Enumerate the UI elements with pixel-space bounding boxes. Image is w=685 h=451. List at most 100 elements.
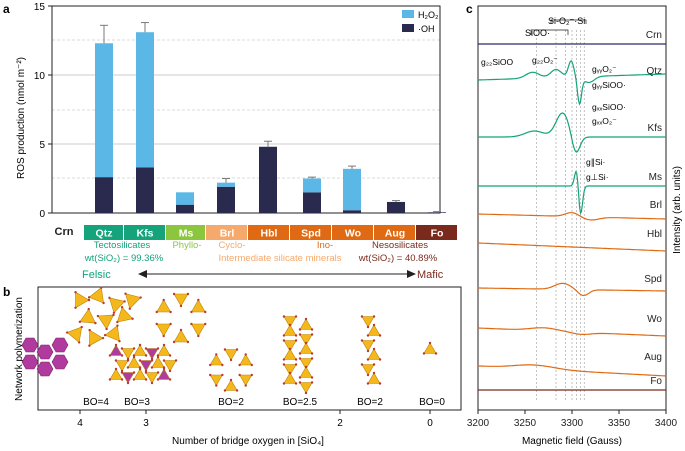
ring-tetrahedron [239, 374, 253, 387]
oxygen-atom [80, 325, 83, 329]
oxygen-atom [101, 336, 105, 340]
sheet-tetrahedron [157, 368, 171, 380]
oxygen-atom [298, 357, 302, 360]
legend-label-oh: ·OH [418, 24, 435, 34]
spectrum-label-ms: Ms [649, 172, 662, 183]
sheet-tetrahedron [127, 356, 141, 368]
oxygen-atom [126, 359, 130, 362]
framework-tetrahedron [75, 291, 90, 309]
oxygen-atom [366, 358, 370, 361]
oxygen-atom [102, 301, 105, 305]
oxygen-atom [204, 322, 207, 326]
oxygen-atom [120, 354, 124, 357]
oxygen-atom [156, 371, 160, 374]
category-box-wo [332, 225, 373, 240]
framework-cluster [36, 361, 54, 377]
double-chain-tetrahedron [283, 316, 297, 328]
double-chain-tetrahedron [283, 348, 297, 360]
x-tick-c-3350: 3350 [608, 418, 631, 429]
group-ino: Ino- [317, 240, 333, 251]
oxygen-atom [179, 304, 183, 308]
group-neso-formula: wt(SiO₂) = 40.89% [358, 253, 438, 264]
oxygen-atom [304, 317, 308, 321]
oxygen-atom [138, 343, 142, 347]
oxygen-atom [310, 381, 314, 384]
spectrum-aug [477, 364, 667, 377]
bar-h2o2-kfs [136, 32, 154, 168]
oxygen-atom [294, 358, 298, 361]
framework-cluster [36, 344, 54, 360]
x-tick-c-3400: 3400 [655, 418, 678, 429]
oxygen-atom [139, 296, 142, 299]
ring-tetrahedron [224, 379, 238, 391]
oxygen-atom [298, 333, 302, 336]
oxygen-atom [209, 363, 212, 367]
oxygen-atom [209, 373, 212, 377]
category-label-qtz: Qtz [96, 228, 113, 240]
legend-a: H₂O₂ ·OH [402, 10, 439, 34]
bar-oh-fo [428, 212, 446, 213]
category-box-brl [206, 225, 247, 240]
oxygen-atom [310, 333, 314, 336]
framework-tetrahedron [116, 306, 134, 323]
grid [52, 39, 440, 179]
double-chain-tetrahedron [299, 358, 313, 370]
error-bar-aug [392, 200, 400, 202]
oxygen-atom [108, 296, 111, 300]
group-tecto-formula: wt(SiO₂) = 99.36% [84, 253, 164, 264]
x-ticks-b [79, 410, 431, 414]
oxygen-atom [288, 347, 292, 351]
oxygen-atom [304, 365, 308, 369]
x-tick-b-4: 4 [77, 418, 83, 429]
double-chain-tetrahedron [299, 342, 313, 354]
oxygen-atom [138, 359, 142, 362]
legend-label-h2o2: H₂O₂ [418, 10, 439, 20]
category-label-fo: Fo [431, 228, 444, 240]
double-chain-tetrahedron [299, 382, 313, 394]
double-chain-tetrahedron [299, 366, 313, 378]
annot-gyy-o2: gᵧᵧO₂⁻ [592, 64, 617, 74]
annot-gpar-si: g∥Si· [586, 157, 605, 167]
oxygen-atom [282, 382, 286, 385]
sheet-tetrahedron [109, 368, 123, 380]
spectrum-hbl [478, 242, 666, 252]
oxygen-atom [294, 315, 298, 318]
oxygen-atom [215, 384, 218, 387]
oxygen-atom [282, 358, 286, 361]
bar-oh-wo [343, 210, 361, 213]
x-tick-c-3300: 3300 [561, 418, 584, 429]
epr-reference-lines [535, 30, 585, 400]
oxygen-atom [235, 389, 239, 392]
oxygen-atom [162, 367, 166, 371]
oxygen-atom [372, 323, 376, 327]
oxygen-atom [74, 306, 77, 309]
y-axis-label-a: ROS production (nmol m⁻²) [16, 57, 27, 179]
category-label-hbl: Hbl [261, 228, 278, 240]
spectrum-label-hbl: Hbl [647, 229, 662, 240]
oxygen-atom [112, 313, 115, 317]
oxygen-atom [108, 378, 112, 381]
epr-spectra [477, 43, 667, 391]
bar-h2o2-spd [303, 178, 321, 193]
framework-tetrahedron [88, 287, 104, 304]
annot-gperp-si: g⊥Si· [586, 172, 609, 182]
annot-gyy-sioo: gᵧᵧSiOO· [592, 80, 626, 90]
oxygen-atom [128, 307, 132, 310]
oxygen-atom [378, 334, 382, 337]
oxygen-atom [103, 333, 107, 337]
oxygen-atom [250, 373, 253, 377]
framework-tetrahedron [79, 308, 96, 324]
sheet-tetrahedron [139, 360, 153, 372]
oxygen-atom [238, 373, 241, 377]
ring-tetrahedron [190, 323, 206, 337]
oxygen-atom [428, 341, 432, 345]
oxygen-atom [294, 363, 298, 366]
category-label-kfs: Kfs [137, 228, 154, 240]
x-tick-c-3250: 3250 [514, 418, 537, 429]
category-label-spd: Spd [301, 228, 321, 240]
category-label-ms: Ms [179, 228, 194, 240]
legend-swatch-oh [402, 24, 414, 32]
oxygen-atom [294, 339, 298, 342]
oxygen-atom [204, 310, 207, 314]
